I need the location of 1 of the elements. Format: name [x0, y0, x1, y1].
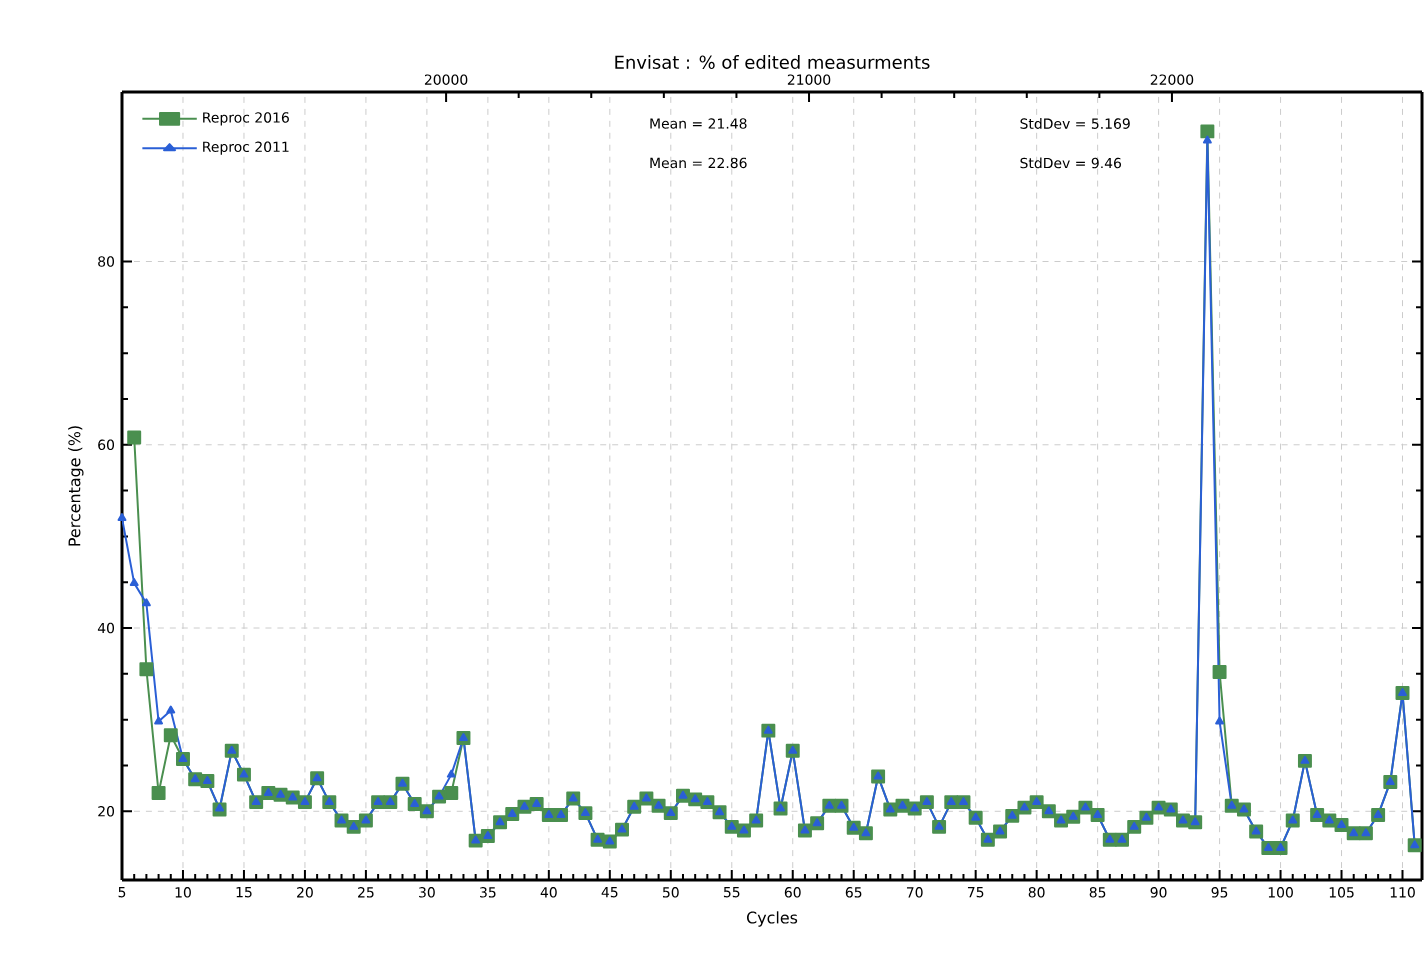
chart-title: Envisat : % of edited measurments — [615, 55, 930, 69]
